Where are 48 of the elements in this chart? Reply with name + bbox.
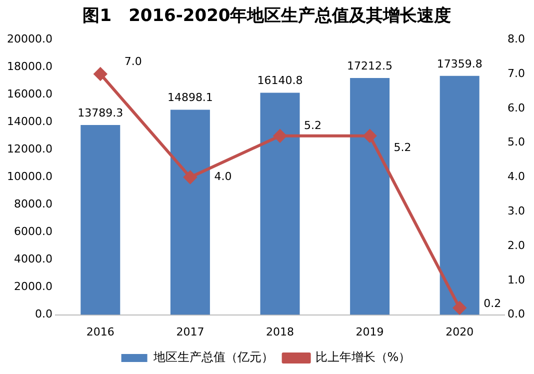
bar bbox=[80, 125, 120, 315]
bar bbox=[260, 92, 300, 315]
x-tick-label: 2017 bbox=[176, 325, 204, 338]
y-tick-label: 10000.0 bbox=[6, 170, 52, 184]
y2-tick-label: 3.0 bbox=[508, 204, 526, 218]
bar bbox=[440, 76, 480, 315]
point bbox=[184, 170, 197, 184]
bar bbox=[350, 78, 390, 315]
legend-label: 地区生产总值（亿元） bbox=[152, 350, 274, 364]
x-tick-label: 2018 bbox=[266, 325, 294, 338]
point bbox=[273, 129, 286, 142]
y-tick-label: 6000.0 bbox=[14, 225, 52, 238]
y2-tick-label: 5.0 bbox=[508, 136, 526, 149]
y2-tick-label: 8.0 bbox=[508, 32, 526, 46]
data-label: 16140.8 bbox=[257, 74, 303, 88]
data-label: 14898.1 bbox=[167, 91, 213, 104]
y-tick-label: 2000.0 bbox=[14, 280, 52, 294]
bar bbox=[170, 110, 210, 315]
x-tick-label: 2019 bbox=[356, 325, 384, 338]
y-tick-label: 18000.0 bbox=[6, 60, 52, 73]
y2-tick-label: 4.0 bbox=[508, 170, 526, 184]
data-label: 0.2 bbox=[484, 296, 502, 310]
chart-title: 图1 2016-2020年地区生产总值及其增长速度 bbox=[82, 5, 452, 28]
point bbox=[453, 301, 466, 314]
y2-tick-label: 7.0 bbox=[508, 66, 526, 80]
data-label: 17359.8 bbox=[436, 57, 482, 70]
data-label: 5.2 bbox=[394, 140, 412, 154]
y-tick-label: 16000.0 bbox=[6, 88, 52, 100]
y2-tick-label: 2.0 bbox=[508, 238, 526, 252]
data-label: 17212.5 bbox=[347, 59, 393, 72]
data-label: 4.0 bbox=[214, 170, 232, 184]
legend-label: 比上年增长（%） bbox=[315, 350, 411, 364]
y-tick-label: 12000.0 bbox=[6, 142, 52, 156]
y2-tick-label: 6.0 bbox=[508, 101, 526, 114]
y-tick-label: 0.0 bbox=[34, 308, 52, 321]
y-tick-label: 14000.0 bbox=[6, 115, 52, 128]
y2-tick-label: 1.0 bbox=[508, 273, 526, 286]
x-tick-label: 2016 bbox=[86, 325, 114, 338]
y-tick-label: 8000.0 bbox=[14, 198, 52, 211]
y2-tick-label: 0.0 bbox=[508, 308, 526, 321]
data-label: 5.2 bbox=[304, 118, 322, 132]
y-tick-label: 20000.0 bbox=[6, 32, 52, 46]
point bbox=[363, 129, 376, 142]
point bbox=[94, 68, 107, 80]
data-label: 7.0 bbox=[124, 54, 142, 68]
data-label: 13789.3 bbox=[78, 106, 124, 120]
y-tick-label: 4000.0 bbox=[14, 252, 52, 266]
x-tick-label: 2020 bbox=[446, 325, 474, 338]
